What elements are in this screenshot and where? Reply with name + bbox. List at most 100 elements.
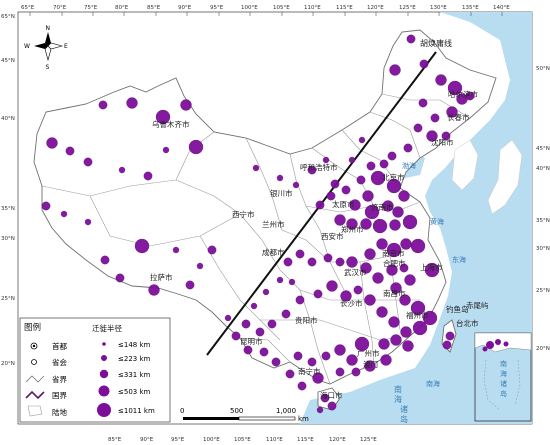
legend-label-national-border: 国界 [52, 391, 67, 400]
tick-label: 20°N [1, 361, 15, 367]
migration-circle [98, 100, 108, 110]
migration-circle [207, 245, 217, 255]
svg-text:S: S [46, 64, 50, 71]
island-label-diaoyu: 钓鱼岛 [446, 304, 469, 314]
migration-circle [376, 306, 388, 318]
tick-label: 45°N [536, 146, 550, 152]
migration-circle [422, 310, 438, 326]
migration-circle [307, 165, 317, 175]
migration-circle [46, 137, 58, 149]
migration-circle [386, 264, 398, 276]
migration-circle [346, 354, 358, 366]
scale-bar: 0 500 1,000 km [180, 407, 309, 423]
migration-circle [315, 200, 325, 210]
migration-circle [243, 345, 253, 355]
migration-circle [399, 263, 409, 273]
tick-label: 40°N [536, 166, 550, 172]
migration-circle [387, 151, 397, 161]
migration-circles [41, 34, 475, 414]
tick-label: 125°E [399, 5, 416, 11]
svg-text:诸: 诸 [500, 379, 507, 388]
tick-label: 100°E [241, 5, 258, 11]
legend-class-4: ≤503 km [118, 388, 151, 396]
migration-circle [83, 157, 93, 167]
city-label-shenyang: 沈阳市 [431, 137, 454, 147]
province-border-icon [25, 375, 45, 383]
migration-circle [379, 159, 389, 169]
tick-label: 90°E [178, 5, 192, 11]
migration-circle [392, 206, 404, 218]
class-5-circle-icon [97, 403, 111, 417]
tick-label: 110°E [304, 5, 321, 11]
migration-circle [351, 367, 361, 377]
migration-circle [372, 218, 388, 234]
migration-circle [295, 249, 305, 259]
tick-label: 95°E [210, 5, 224, 11]
migration-circle [424, 262, 440, 278]
tick-label: 35°N [536, 218, 550, 224]
hu-line-label: 胡焕庸线 [420, 38, 452, 48]
migration-circle [435, 74, 447, 86]
migration-circle [364, 294, 376, 306]
tick-label: 135°E [462, 5, 479, 11]
legend-radius-title: 迁徙半径 [92, 323, 122, 333]
migration-circle [400, 238, 412, 250]
tick-label: 105°E [273, 5, 290, 11]
migration-circle [172, 246, 180, 254]
migration-circle [307, 357, 317, 367]
migration-circle [358, 136, 366, 144]
migration-circle [364, 204, 380, 220]
migration-circle [288, 278, 296, 286]
scale-label-0: 0 [180, 407, 184, 415]
provincial-capital-icon [31, 359, 37, 365]
city-label-guiyang: 贵阳市 [295, 315, 318, 325]
scale-label-1000: 1,000 [276, 407, 296, 415]
svg-text:岛: 岛 [400, 414, 408, 424]
city-label-harbin: 哈尔滨市 [448, 89, 478, 99]
migration-circle [134, 238, 150, 254]
tick-label: 65°E [21, 5, 35, 11]
migration-circle [447, 80, 463, 96]
city-label-shanghai: 上海市 [420, 262, 443, 272]
migration-circle [348, 156, 356, 164]
city-label-changchun: 长春市 [447, 112, 470, 122]
svg-text:岛: 岛 [500, 389, 507, 398]
migration-circle [313, 289, 323, 299]
migration-circle [224, 314, 232, 322]
migration-circle [283, 257, 293, 267]
migration-circle [118, 166, 126, 174]
tick-label: 35°N [1, 206, 15, 212]
migration-circle [346, 218, 358, 230]
svg-text:海: 海 [394, 394, 402, 404]
class-1-circle-icon [102, 342, 106, 346]
migration-circle [441, 131, 451, 141]
migration-circle [360, 262, 372, 274]
tick-label: 65°N [1, 14, 15, 20]
migration-circle [335, 367, 345, 377]
tick-label: 115°E [336, 5, 353, 11]
migration-circle [390, 282, 402, 294]
svg-text:海: 海 [500, 369, 507, 378]
migration-circle [412, 320, 428, 336]
migration-circle [252, 164, 260, 172]
migration-circle [307, 257, 317, 267]
city-label-changsha: 长沙市 [340, 298, 363, 308]
migration-circle [360, 218, 372, 230]
graticule-ticks [29, 12, 503, 16]
migration-circle [404, 274, 416, 286]
migration-circle [389, 219, 401, 231]
national-border-icon [25, 390, 45, 400]
svg-text:N: N [46, 25, 51, 32]
tick-label: 130°E [430, 5, 447, 11]
migration-circle [426, 130, 438, 142]
migration-circle [185, 280, 195, 290]
city-label-urumqi: 乌鲁木齐市 [152, 119, 190, 129]
migration-circle [353, 285, 363, 295]
city-label-nanchang: 南昌市 [383, 288, 406, 298]
migration-circle [115, 273, 125, 283]
migration-circle [100, 255, 110, 265]
svg-text:诸: 诸 [400, 405, 408, 414]
migration-circle [378, 338, 390, 350]
